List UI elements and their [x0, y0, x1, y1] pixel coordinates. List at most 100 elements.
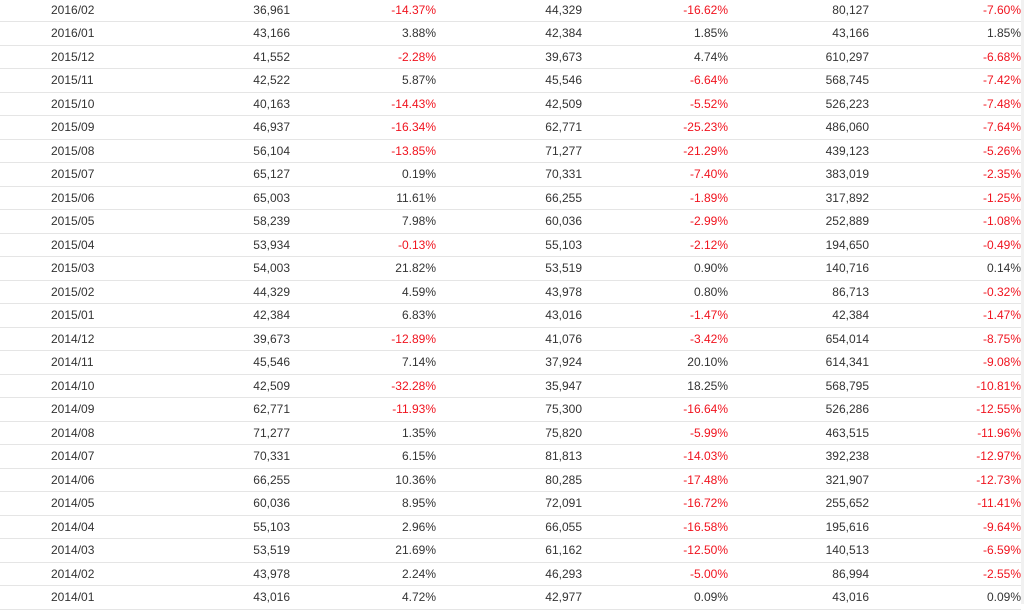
date-cell: 2016/01 [0, 21, 110, 46]
cumulative-cell: 614,341 [728, 350, 869, 375]
count-2-cell: 75,300 [436, 397, 582, 422]
table-row: 2014/04 55,103 2.96% 66,055 -16.58% 195,616 -9… [0, 515, 1021, 539]
cumulative-change-cell: -2.55% [869, 562, 1021, 586]
table-row: 2015/02 44,329 4.59% 43,978 0.80% 86,713 -0.32… [0, 280, 1021, 304]
date-cell: 2014/05 [0, 491, 110, 516]
date-cell: 2014/03 [0, 538, 110, 563]
count-2-cell: 42,384 [436, 21, 582, 46]
change-2-cell: 0.09% [582, 585, 728, 610]
count-2-cell: 45,546 [436, 68, 582, 93]
cumulative-change-cell: -9.64% [869, 515, 1021, 539]
cumulative-cell: 392,238 [728, 444, 869, 469]
change-1-cell: -32.28% [290, 374, 436, 398]
table-row: 2014/10 42,509 -32.28% 35,947 18.25% 568,795-… [0, 374, 1021, 398]
cumulative-change-cell: -7.42% [869, 68, 1021, 93]
cumulative-change-cell: -7.64% [869, 115, 1021, 140]
cumulative-cell: 194,650 [728, 233, 869, 257]
cumulative-cell: 86,994 [728, 562, 869, 586]
cumulative-change-cell: -1.08% [869, 209, 1021, 234]
cumulative-change-cell: 0.14% [869, 256, 1021, 281]
count-2-cell: 66,055 [436, 515, 582, 539]
change-1-cell: 6.83% [290, 303, 436, 328]
cumulative-cell: 140,513 [728, 538, 869, 563]
count-2-cell: 46,293 [436, 562, 582, 586]
cumulative-cell: 43,016 [728, 585, 869, 610]
date-cell: 2015/11 [0, 68, 110, 93]
scrollbar-track[interactable] [1021, 0, 1024, 604]
count-1-cell: 46,937 [110, 115, 290, 140]
cumulative-cell: 463,515 [728, 421, 869, 445]
cumulative-cell: 86,713 [728, 280, 869, 304]
date-cell: 2015/07 [0, 162, 110, 187]
cumulative-cell: 610,297 [728, 45, 869, 69]
count-2-cell: 60,036 [436, 209, 582, 234]
change-2-cell: 0.90% [582, 256, 728, 281]
change-2-cell: -21.29% [582, 139, 728, 163]
count-2-cell: 44,329 [436, 0, 582, 22]
change-2-cell: 20.10% [582, 350, 728, 375]
date-cell: 2014/02 [0, 562, 110, 586]
count-1-cell: 43,166 [110, 21, 290, 46]
cumulative-cell: 42,384 [728, 303, 869, 328]
cumulative-cell: 321,907 [728, 468, 869, 492]
change-2-cell: 1.85% [582, 21, 728, 46]
change-2-cell: -14.03% [582, 444, 728, 469]
cumulative-cell: 439,123 [728, 139, 869, 163]
date-cell: 2016/02 [0, 0, 110, 22]
cumulative-change-cell: -1.25% [869, 186, 1021, 210]
table-row: 2014/12 39,673 -12.89% 41,076 -3.42% 654,014-… [0, 327, 1021, 351]
cumulative-change-cell: -1.47% [869, 303, 1021, 328]
count-2-cell: 72,091 [436, 491, 582, 516]
cumulative-cell: 568,745 [728, 68, 869, 93]
change-2-cell: 4.74% [582, 45, 728, 69]
cumulative-cell: 526,286 [728, 397, 869, 422]
table-row: 2014/07 70,331 6.15% 81,813 -14.03% 392,238 -1… [0, 444, 1021, 469]
count-1-cell: 56,104 [110, 139, 290, 163]
cumulative-cell: 654,014 [728, 327, 869, 351]
change-2-cell: -7.40% [582, 162, 728, 187]
change-1-cell: 2.96% [290, 515, 436, 539]
change-1-cell: -2.28% [290, 45, 436, 69]
table-row: 2014/01 43,016 4.72% 42,977 0.09% 43,016 0.09% [0, 585, 1021, 610]
date-cell: 2015/03 [0, 256, 110, 281]
date-cell: 2015/10 [0, 92, 110, 116]
change-2-cell: -16.62% [582, 0, 728, 22]
cumulative-change-cell: -7.60% [869, 0, 1021, 22]
count-1-cell: 65,127 [110, 162, 290, 187]
table-row: 2015/12 41,552 -2.28% 39,673 4.74% 610,297 -6.… [0, 45, 1021, 69]
change-1-cell: 11.61% [290, 186, 436, 210]
change-1-cell: 3.88% [290, 21, 436, 46]
count-1-cell: 71,277 [110, 421, 290, 445]
change-1-cell: -14.37% [290, 0, 436, 22]
cumulative-change-cell: 0.09% [869, 585, 1021, 610]
table-row: 2015/08 56,104 -13.85% 71,277 -21.29% 439,123… [0, 139, 1021, 163]
count-1-cell: 43,978 [110, 562, 290, 586]
table-row: 2014/02 43,978 2.24% 46,293 -5.00% 86,994 -2.5… [0, 562, 1021, 586]
cumulative-cell: 252,889 [728, 209, 869, 234]
change-1-cell: 8.95% [290, 491, 436, 516]
change-1-cell: -16.34% [290, 115, 436, 140]
table-row: 2014/09 62,771 -11.93% 75,300 -16.64% 526,286… [0, 397, 1021, 422]
change-1-cell: -11.93% [290, 397, 436, 422]
change-1-cell: 4.59% [290, 280, 436, 304]
cumulative-change-cell: -10.81% [869, 374, 1021, 398]
date-cell: 2014/06 [0, 468, 110, 492]
cumulative-change-cell: -11.96% [869, 421, 1021, 445]
change-1-cell: 21.69% [290, 538, 436, 563]
table-row: 2016/01 43,166 3.88% 42,384 1.85% 43,166 1.85% [0, 21, 1021, 46]
count-2-cell: 39,673 [436, 45, 582, 69]
table-row: 2015/11 42,522 5.87% 45,546 -6.64% 568,745 -7.… [0, 68, 1021, 93]
count-1-cell: 55,103 [110, 515, 290, 539]
change-1-cell: -0.13% [290, 233, 436, 257]
count-2-cell: 75,820 [436, 421, 582, 445]
count-1-cell: 70,331 [110, 444, 290, 469]
date-cell: 2014/10 [0, 374, 110, 398]
count-1-cell: 54,003 [110, 256, 290, 281]
count-1-cell: 44,329 [110, 280, 290, 304]
change-1-cell: -12.89% [290, 327, 436, 351]
change-2-cell: -5.52% [582, 92, 728, 116]
change-2-cell: -25.23% [582, 115, 728, 140]
cumulative-change-cell: -12.55% [869, 397, 1021, 422]
